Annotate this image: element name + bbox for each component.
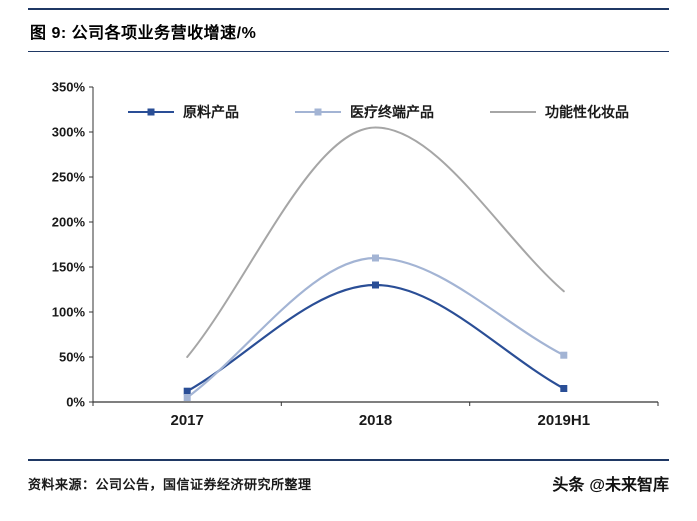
legend-item-1: 医疗终端产品 <box>295 102 434 122</box>
series-marker-1 <box>560 351 568 359</box>
legend-swatch-icon <box>490 111 536 113</box>
title-divider <box>28 51 669 52</box>
legend-swatch-icon <box>128 108 174 116</box>
legend-label: 原料产品 <box>183 104 239 120</box>
y-axis-tick-label: 150% <box>52 260 86 275</box>
series-line-2 <box>186 126 565 358</box>
series-marker-1 <box>183 394 191 401</box>
footer-divider <box>28 459 669 461</box>
series-marker-0 <box>183 387 191 395</box>
legend-label: 医疗终端产品 <box>350 104 434 120</box>
watermark: 头条 @未来智库 <box>552 471 669 495</box>
y-axis-tick-label: 100% <box>52 305 86 320</box>
x-axis-tick-label: 2019H1 <box>538 412 591 429</box>
legend-item-0: 原料产品 <box>128 102 239 122</box>
chart-legend: 原料产品 医疗终端产品 功能性化妆品 <box>93 102 664 122</box>
figure-title: 图 9: 公司各项业务营收增速/% <box>30 25 257 42</box>
x-axis-tick-label: 2017 <box>171 412 204 429</box>
y-axis-tick-label: 300% <box>52 125 86 140</box>
line-chart-canvas: 0% 50% 100% 150% 200% 250% 300% 350% 2017 2018 201… <box>52 80 659 429</box>
series-marker-0 <box>372 281 379 289</box>
watermark-handle: @未来智库 <box>589 477 669 494</box>
legend-label: 功能性化妆品 <box>545 104 629 120</box>
watermark-brand: 头条 <box>552 477 585 494</box>
y-axis-tick-label: 0% <box>66 395 85 410</box>
series-marker-1 <box>372 254 379 262</box>
y-axis-tick-label: 200% <box>52 215 86 230</box>
line-chart: 原料产品 医疗终端产品 功能性化妆品 0% 50% 100% 150% 200% 250% 30… <box>28 62 669 447</box>
x-axis-tick-label: 2018 <box>359 412 392 429</box>
footer: 资料来源：公司公告，国信证券经济研究所整理 头条 @未来智库 <box>28 471 669 495</box>
series-marker-0 <box>560 385 568 392</box>
y-axis-tick-label: 350% <box>52 80 86 95</box>
y-axis-tick-label: 50% <box>59 350 85 365</box>
report-figure-page: 图 9: 公司各项业务营收增速/% 原料产品 医疗终端产品 功能性化妆品 0% 50%… <box>0 8 697 521</box>
y-axis-tick-label: 250% <box>52 170 86 185</box>
series-line-0 <box>186 283 565 393</box>
top-divider <box>28 8 669 10</box>
series-line-1 <box>186 256 565 399</box>
legend-swatch-icon <box>295 108 341 116</box>
legend-item-2: 功能性化妆品 <box>490 102 629 122</box>
source-note: 资料来源：公司公告，国信证券经济研究所整理 <box>28 476 312 492</box>
